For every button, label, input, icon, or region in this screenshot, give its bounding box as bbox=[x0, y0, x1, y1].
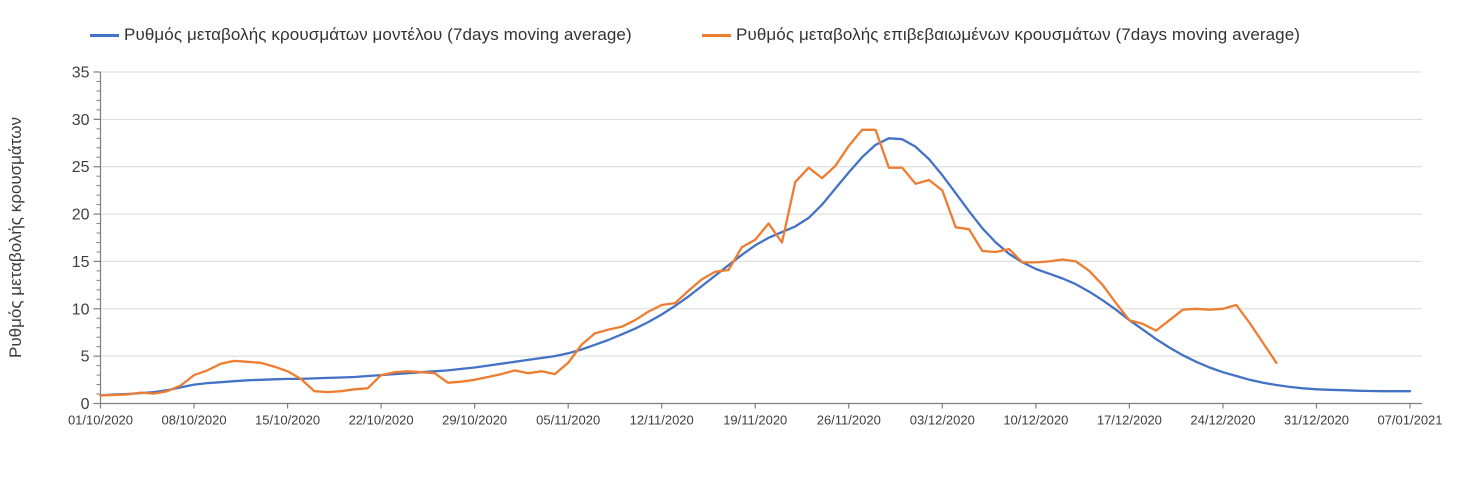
legend-line-swatch-confirmed bbox=[702, 33, 731, 37]
x-tick-label: 26/11/2020 bbox=[817, 413, 881, 428]
x-tick-label: 17/12/2020 bbox=[1097, 413, 1162, 428]
legend-item-model: Ρυθμός μεταβολής κρουσμάτων μοντέλου (7d… bbox=[90, 24, 632, 46]
x-tick-label: 10/12/2020 bbox=[1003, 413, 1068, 428]
x-tick-label: 01/10/2020 bbox=[68, 413, 133, 428]
x-tick-label: 08/10/2020 bbox=[161, 413, 226, 428]
legend-label-confirmed: Ρυθμός μεταβολής επιβεβαιωμένων κρουσμάτ… bbox=[736, 25, 1301, 44]
series-line-confirmed bbox=[99, 128, 1278, 397]
x-tick-label: 15/10/2020 bbox=[255, 413, 320, 428]
legend-line-swatch-model bbox=[90, 33, 119, 37]
x-tick-label: 31/12/2020 bbox=[1284, 413, 1349, 428]
y-tick-label: 20 bbox=[72, 207, 90, 224]
legend-label-model: Ρυθμός μεταβολής κρουσμάτων μοντέλου (7d… bbox=[124, 25, 632, 44]
x-tick-label: 29/10/2020 bbox=[442, 413, 507, 428]
y-tick-label: 15 bbox=[72, 254, 90, 271]
x-tick-label: 19/11/2020 bbox=[723, 413, 787, 428]
series-line-model bbox=[99, 137, 1412, 397]
x-tick-label: 03/12/2020 bbox=[910, 413, 975, 428]
x-tick-label: 22/10/2020 bbox=[349, 413, 414, 428]
y-tick-label: 35 bbox=[72, 65, 90, 82]
y-tick-label: 10 bbox=[72, 301, 90, 318]
x-tick-label: 07/01/2021 bbox=[1377, 413, 1442, 428]
x-tick-label: 24/12/2020 bbox=[1190, 413, 1255, 428]
x-tick-label: 05/11/2020 bbox=[536, 413, 600, 428]
y-axis-title: Ρυθμός μεταβολής κρουσμάτων bbox=[6, 117, 25, 359]
y-tick-label: 5 bbox=[81, 349, 90, 366]
y-tick-label: 0 bbox=[81, 396, 90, 413]
x-tick-label: 12/11/2020 bbox=[630, 413, 694, 428]
y-tick-label: 25 bbox=[72, 159, 90, 176]
legend-item-confirmed: Ρυθμός μεταβολής επιβεβαιωμένων κρουσμάτ… bbox=[702, 24, 1300, 46]
y-tick-label: 30 bbox=[72, 112, 90, 129]
chart-legend: Ρυθμός μεταβολής κρουσμάτων μοντέλου (7d… bbox=[0, 0, 1458, 50]
